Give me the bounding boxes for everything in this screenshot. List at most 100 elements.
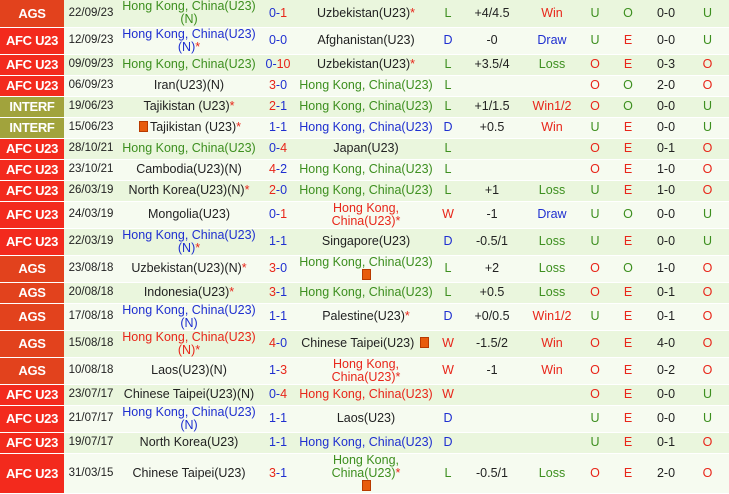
home-team[interactable]: Chinese Taipei(U23)(N) (118, 384, 260, 406)
score[interactable]: 4-0 (260, 330, 296, 358)
table-row[interactable]: AGS 23/08/18 Uzbekistan(U23)(N)* 3-0 Hong Ko… (0, 254, 729, 283)
competition-badge[interactable]: AGS (0, 303, 64, 331)
away-team[interactable]: Japan(U23) (296, 138, 436, 160)
home-team-name[interactable]: Mongolia(U23) (148, 207, 230, 221)
away-team[interactable]: Chinese Taipei(U23) (296, 330, 436, 358)
away-team[interactable]: Laos(U23) (296, 405, 436, 433)
home-team-name[interactable]: Chinese Taipei(U23)(N) (123, 387, 255, 401)
table-row[interactable]: AGS 17/08/18 Hong Kong, China(U23)(N) 1-1 Pa… (0, 302, 729, 331)
home-team[interactable]: Hong Kong, China(U23)(N)* (118, 330, 260, 358)
competition-badge[interactable]: AFC U23 (0, 201, 64, 229)
table-row[interactable]: AFC U23 21/07/17 Hong Kong, China(U23)(N) 1… (0, 405, 729, 433)
table-row[interactable]: AFC U23 28/10/21 Hong Kong, China(U23) 0-4 J… (0, 138, 729, 160)
competition-badge[interactable]: AFC U23 (0, 159, 64, 181)
competition-badge[interactable]: AFC U23 (0, 138, 64, 160)
away-team[interactable]: Hong Kong, China(U23) (296, 282, 436, 304)
table-row[interactable]: AGS 22/09/23 Hong Kong, China(U23)(N) 0-1 Uz… (0, 0, 729, 28)
home-team-name[interactable]: Hong Kong, China(U23)(N) (122, 302, 256, 330)
away-team[interactable]: Singapore(U23) (296, 228, 436, 256)
table-row[interactable]: AFC U23 12/09/23 Hong Kong, China(U23)(N)*… (0, 26, 729, 55)
away-team-name[interactable]: Palestine(U23) (322, 309, 405, 323)
away-team-name[interactable]: Hong Kong, China(U23) (299, 183, 433, 197)
score[interactable]: 2-1 (260, 96, 296, 118)
table-row[interactable]: INTERF 15/06/23 Tajikistan (U23)* 1-1 Hong K… (0, 117, 729, 139)
away-team[interactable]: Uzbekistan(U23)* (296, 0, 436, 28)
home-team-name[interactable]: North Korea(U23)(N) (128, 183, 245, 197)
away-team-name[interactable]: Hong Kong, China(U23) (299, 162, 433, 176)
table-row[interactable]: AFC U23 06/09/23 Iran(U23)(N) 3-0 Hong Kong,… (0, 75, 729, 97)
table-row[interactable]: AGS 20/08/18 Indonesia(U23)* 3-1 Hong Kong, … (0, 282, 729, 304)
away-team[interactable]: Hong Kong, China(U23)* (296, 453, 436, 494)
away-team[interactable]: Hong Kong, China(U23)* (296, 356, 436, 385)
away-team[interactable]: Hong Kong, China(U23) (296, 75, 436, 97)
away-team-name[interactable]: Laos(U23) (336, 411, 396, 425)
home-team[interactable]: Laos(U23)(N) (118, 357, 260, 385)
home-team[interactable]: Chinese Taipei(U23) (118, 453, 260, 494)
home-team-name[interactable]: Tajikistan (U23) (149, 120, 237, 134)
score[interactable]: 3-1 (260, 282, 296, 304)
away-team-name[interactable]: Japan(U23) (333, 141, 399, 155)
score[interactable]: 1-1 (260, 432, 296, 454)
home-team-name[interactable]: Hong Kong, China(U23)(N) (122, 26, 256, 54)
score[interactable]: 2-0 (260, 180, 296, 202)
competition-badge[interactable]: AGS (0, 282, 64, 304)
score[interactable]: 0-1 (260, 201, 296, 229)
away-team[interactable]: Hong Kong, China(U23) (296, 159, 436, 181)
home-team[interactable]: Hong Kong, China(U23)(N) (118, 405, 260, 433)
table-row[interactable]: AFC U23 19/07/17 North Korea(U23) 1-1 Hong K… (0, 432, 729, 454)
away-team[interactable]: Hong Kong, China(U23) (296, 180, 436, 202)
score[interactable]: 0-4 (260, 384, 296, 406)
competition-badge[interactable]: INTERF (0, 96, 64, 118)
away-team[interactable]: Hong Kong, China(U23) (296, 384, 436, 406)
home-team[interactable]: Cambodia(U23)(N) (118, 159, 260, 181)
competition-badge[interactable]: AGS (0, 330, 64, 358)
competition-badge[interactable]: AFC U23 (0, 54, 64, 76)
home-team[interactable]: Hong Kong, China(U23)(N)* (118, 26, 260, 55)
away-team[interactable]: Palestine(U23)* (296, 303, 436, 331)
away-team-name[interactable]: Hong Kong, China(U23) (299, 78, 433, 92)
competition-badge[interactable]: AGS (0, 0, 64, 28)
competition-badge[interactable]: AFC U23 (0, 228, 64, 256)
score[interactable]: 1-1 (260, 228, 296, 256)
competition-badge[interactable]: INTERF (0, 117, 64, 139)
home-team[interactable]: Mongolia(U23) (118, 201, 260, 229)
competition-badge[interactable]: AGS (0, 255, 64, 283)
home-team-name[interactable]: Tajikistan (U23) (143, 99, 230, 113)
home-team[interactable]: Hong Kong, China(U23) (118, 138, 260, 160)
table-row[interactable]: AFC U23 23/10/21 Cambodia(U23)(N) 4-2 Hong K… (0, 159, 729, 181)
away-team-name[interactable]: Hong Kong, China(U23) (299, 254, 433, 269)
competition-badge[interactable]: AFC U23 (0, 75, 64, 97)
away-team-name[interactable]: Uzbekistan(U23) (317, 5, 411, 20)
away-team-name[interactable]: Hong Kong, China(U23) (299, 387, 433, 401)
score[interactable]: 0-10 (260, 54, 296, 76)
home-team[interactable]: Tajikistan (U23)* (118, 96, 260, 118)
away-team-name[interactable]: Hong Kong, China(U23) (299, 99, 433, 113)
home-team-name[interactable]: North Korea(U23) (139, 435, 239, 449)
home-team[interactable]: Indonesia(U23)* (118, 282, 260, 304)
score[interactable]: 3-0 (260, 75, 296, 97)
home-team-name[interactable]: Hong Kong, China(U23) (122, 141, 256, 155)
score[interactable]: 3-0 (260, 255, 296, 283)
away-team[interactable]: Hong Kong, China(U23)* (296, 200, 436, 229)
home-team[interactable]: Hong Kong, China(U23) (118, 54, 260, 76)
away-team[interactable]: Hong Kong, China(U23) (296, 254, 436, 283)
competition-badge[interactable]: AFC U23 (0, 27, 64, 55)
home-team[interactable]: Iran(U23)(N) (118, 75, 260, 97)
home-team-name[interactable]: Hong Kong, China(U23) (122, 57, 256, 71)
away-team[interactable]: Afghanistan(U23) (296, 27, 436, 55)
score[interactable]: 1-3 (260, 357, 296, 385)
away-team[interactable]: Hong Kong, China(U23) (296, 117, 436, 139)
score[interactable]: 3-1 (260, 453, 296, 494)
home-team-name[interactable]: Iran(U23)(N) (153, 78, 225, 92)
table-row[interactable]: AFC U23 23/07/17 Chinese Taipei(U23)(N) 0-4… (0, 384, 729, 406)
away-team-name[interactable]: Hong Kong, China(U23) (331, 200, 400, 228)
table-row[interactable]: AFC U23 24/03/19 Mongolia(U23) 0-1 Hong Kong… (0, 200, 729, 229)
away-team-name[interactable]: Hong Kong, China(U23) (299, 285, 433, 299)
away-team-name[interactable]: Afghanistan(U23) (317, 33, 415, 47)
table-row[interactable]: AGS 10/08/18 Laos(U23)(N) 1-3 Hong Kong, Chi… (0, 356, 729, 385)
away-team-name[interactable]: Hong Kong, China(U23) (331, 356, 400, 384)
home-team-name[interactable]: Hong Kong, China(U23)(N) (122, 227, 256, 255)
home-team-name[interactable]: Chinese Taipei(U23) (132, 465, 246, 480)
away-team[interactable]: Hong Kong, China(U23) (296, 96, 436, 118)
home-team[interactable]: Tajikistan (U23)* (118, 117, 260, 139)
